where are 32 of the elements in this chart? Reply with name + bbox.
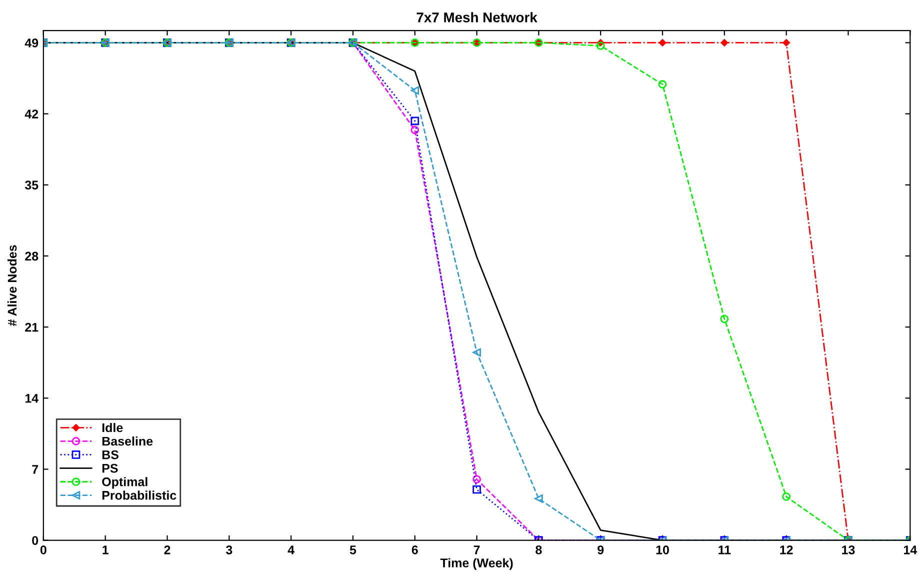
y-tick-label: 0 (32, 536, 38, 545)
legend-label: Idle (102, 422, 123, 432)
x-tick-label: 12 (780, 545, 793, 554)
y-axis-title: # Alive Nodes (7, 245, 17, 326)
legend-label: Probabilistic (102, 490, 176, 500)
y-tick-label: 14 (25, 394, 38, 403)
x-tick-label: 13 (842, 545, 855, 554)
x-tick-label: 4 (288, 546, 294, 554)
y-tick-label: 49 (24, 38, 38, 48)
legend-label: Baseline (102, 436, 153, 446)
legend-label: PS (102, 464, 118, 473)
x-tick-label: 2 (164, 545, 170, 554)
x-tick-label: 9 (598, 545, 604, 554)
y-tick-label: 21 (25, 322, 38, 332)
x-tick-label: 10 (656, 545, 669, 554)
legend-label: Optimal (102, 477, 148, 489)
x-tick-label: 0 (40, 545, 46, 554)
y-tick-label: 42 (24, 110, 38, 118)
x-tick-label: 5 (350, 546, 356, 554)
x-tick-label: 3 (226, 545, 232, 554)
x-tick-label: 11 (718, 546, 731, 554)
y-tick-label: 7 (32, 465, 38, 474)
x-tick-label: 14 (904, 546, 918, 554)
x-tick-label: 7 (474, 546, 480, 554)
legend-label: BS (102, 450, 118, 460)
x-axis-title: Time (Week) (440, 558, 513, 570)
y-tick-label: 28 (25, 252, 38, 261)
x-tick-label: 8 (536, 545, 542, 554)
x-tick-label: 1 (102, 546, 108, 554)
x-tick-label: 6 (412, 545, 418, 554)
y-tick-label: 35 (24, 180, 38, 190)
chart-title: 7x7 Mesh Network (416, 12, 538, 22)
